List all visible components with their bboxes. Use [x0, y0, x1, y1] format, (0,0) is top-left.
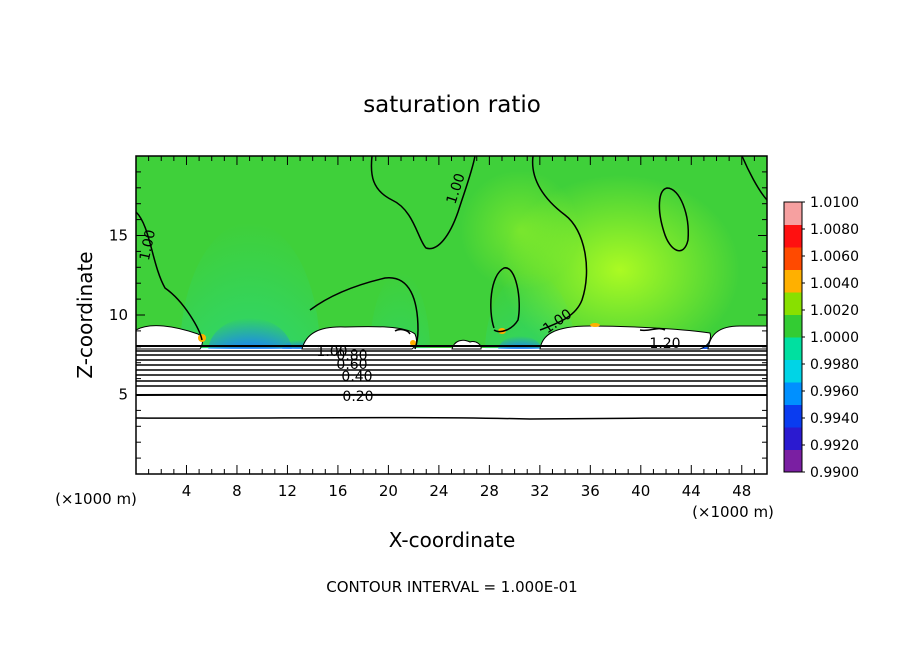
- contour-lines-upper: [136, 156, 767, 350]
- colorbar-segment: [784, 314, 802, 338]
- contour-label: 1.00: [316, 344, 347, 360]
- colorbar-tick-label: 1.0100: [810, 195, 859, 211]
- contour-interval-note: CONTOUR INTERVAL = 1.000E-01: [326, 578, 577, 596]
- colorbar-tick-label: 0.9960: [810, 384, 859, 400]
- contour-label: 0.80: [336, 348, 367, 364]
- contour-label: 1.00: [137, 228, 159, 262]
- colorbar-segment: [784, 382, 802, 405]
- y-axis-units: (×1000 m): [55, 490, 137, 508]
- x-tick-label: 12: [278, 482, 297, 500]
- saturation-peak: [410, 340, 416, 346]
- supersaturated-region: [460, 170, 580, 290]
- x-axis-units: (×1000 m): [692, 503, 774, 521]
- contour-label: 1.20: [649, 336, 680, 352]
- colorbar-segment: [784, 247, 802, 270]
- saturation-peak: [590, 323, 600, 327]
- colorbar-segment: [784, 359, 802, 383]
- x-tick-label: 40: [631, 482, 650, 500]
- colorbar-segment: [784, 404, 802, 428]
- y-axis: 5 10 15: [109, 171, 767, 459]
- y-tick-label: 5: [118, 386, 128, 404]
- colorbar-tick-label: 0.9920: [810, 438, 859, 454]
- x-tick-label: 24: [429, 482, 448, 500]
- colorbar-tick-label: 0.9900: [810, 465, 859, 481]
- y-tick-label: 10: [109, 306, 128, 324]
- x-tick-label: 4: [182, 482, 192, 500]
- colorbar: 1.0100 1.0080 1.0060 1.0040 1.0020 1.0000 0.99…: [783, 195, 859, 481]
- contour-label: 0.60: [336, 357, 367, 373]
- x-tick-label: 8: [232, 482, 242, 500]
- x-tick-label: 16: [328, 482, 347, 500]
- colorbar-tick-label: 0.9940: [810, 411, 859, 427]
- colorbar-tick-label: 1.0060: [810, 249, 859, 265]
- x-axis-label: X-coordinate: [389, 528, 516, 552]
- cloud-top: [707, 325, 767, 350]
- colorbar-segment: [784, 449, 802, 473]
- y-axis-label: Z-coordinate: [73, 251, 97, 378]
- colorbar-tick-label: 1.0020: [810, 303, 859, 319]
- x-tick-label: 20: [379, 482, 398, 500]
- colorbar-segment: [784, 269, 802, 293]
- x-tick-label: 48: [732, 482, 751, 500]
- x-tick-label: 44: [682, 482, 701, 500]
- contour-label: 0.20: [342, 389, 373, 405]
- x-tick-label: 32: [530, 482, 549, 500]
- contour-lines-lower: [136, 345, 767, 420]
- x-axis: 4 8 12 16 20 24 28 32 36 40 44 48: [148, 156, 755, 500]
- contour-label: 0.40: [341, 369, 372, 385]
- y-tick-label: 15: [109, 227, 128, 245]
- colorbar-tick-label: 0.9980: [810, 357, 859, 373]
- cloud-top: [136, 325, 203, 350]
- colorbar-segment: [784, 337, 802, 360]
- colorbar-tick-label: 1.0040: [810, 276, 859, 292]
- colorbar-segment: [784, 202, 802, 225]
- colorbar-tick-label: 1.0000: [810, 330, 859, 346]
- lower-region: [136, 349, 767, 474]
- chart-title: saturation ratio: [363, 92, 541, 118]
- colorbar-tick-label: 1.0080: [810, 222, 859, 238]
- x-tick-label: 28: [480, 482, 499, 500]
- x-tick-label: 36: [581, 482, 600, 500]
- plot-area: [136, 156, 767, 474]
- colorbar-segment: [784, 427, 802, 450]
- colorbar-segment: [784, 224, 802, 248]
- colorbar-segment: [784, 292, 802, 315]
